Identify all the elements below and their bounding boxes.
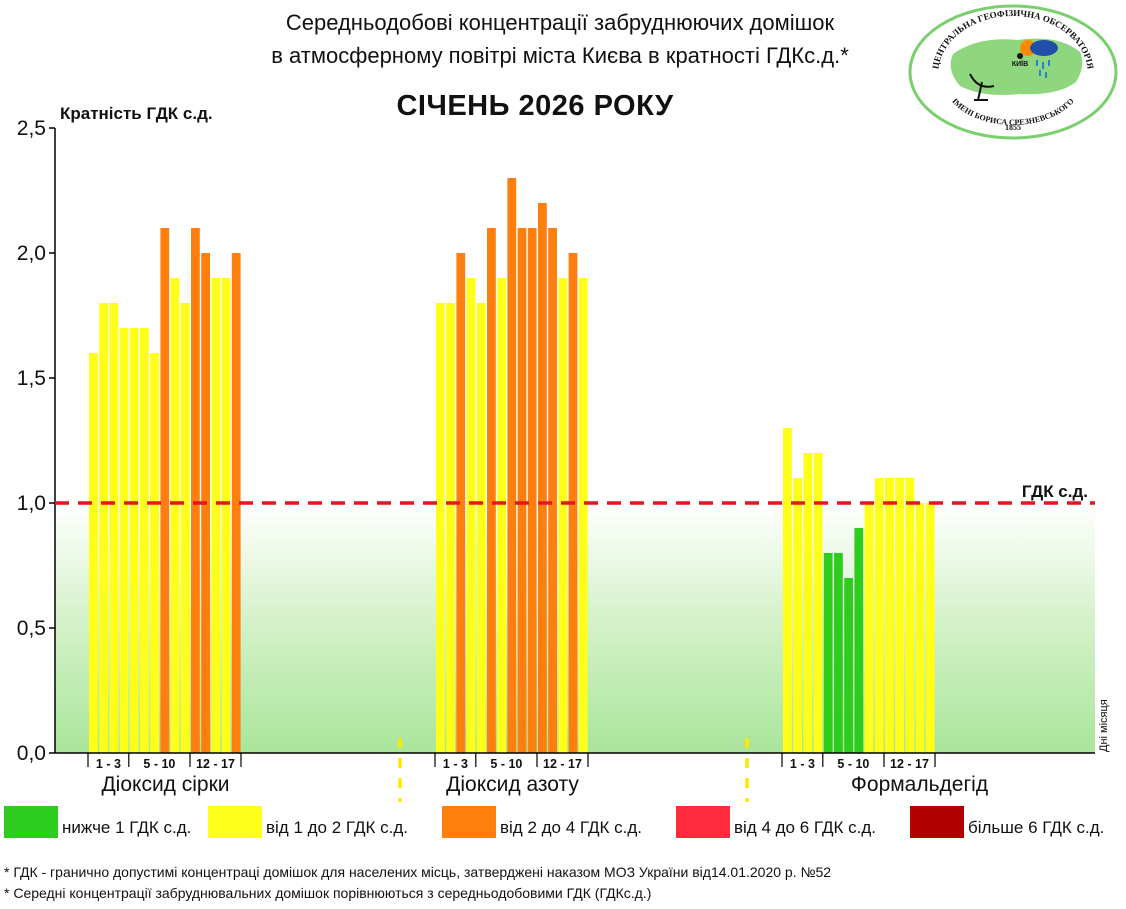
legend-label-green: нижче 1 ГДК с.д. (62, 818, 192, 837)
day-range-label: 12 - 17 (196, 757, 235, 771)
bar (548, 228, 557, 753)
bar (895, 478, 904, 753)
bar (129, 328, 139, 753)
y-tick-label: 1,5 (17, 367, 46, 390)
x-axis: 1 - 3 5 - 10 12 - 17 Діоксид сірки 1 - 3 5 - … (55, 699, 1110, 802)
bar (109, 303, 119, 753)
y-axis-label: Кратність ГДК с.д. (60, 104, 213, 123)
day-range-label: 5 - 10 (837, 757, 869, 771)
legend-swatch-darkred (910, 806, 964, 838)
day-range-label: 1 - 3 (790, 757, 815, 771)
bar (925, 503, 935, 753)
bar (834, 553, 843, 753)
bar (813, 453, 823, 753)
bar (456, 253, 466, 753)
y-tick-label: 0,0 (17, 742, 46, 765)
day-range-label: 1 - 3 (443, 757, 468, 771)
y-axis: 0,0 0,5 1,0 1,5 2,0 2,5 (17, 117, 56, 765)
cloud-icon (1030, 40, 1058, 56)
bar (170, 278, 180, 753)
threshold-label: ГДК с.д. (1022, 482, 1088, 501)
bar (844, 578, 853, 753)
day-range-label: 5 - 10 (490, 757, 522, 771)
bar (221, 278, 231, 753)
bar (793, 478, 802, 753)
bar (150, 353, 159, 753)
bar (864, 503, 874, 753)
title-line-2: в атмосферному повітрі міста Києва в кра… (271, 43, 849, 68)
bar (874, 478, 884, 753)
day-range-label: 12 - 17 (543, 757, 582, 771)
legend-swatch-green (4, 806, 58, 838)
bar (211, 278, 221, 753)
logo-year: 1855 (1005, 123, 1021, 132)
legend: нижче 1 ГДК с.д. від 1 до 2 ГДК с.д. від… (0, 806, 1126, 840)
bar (854, 528, 864, 753)
bar (527, 228, 537, 753)
series-label: Формальдегід (851, 773, 988, 796)
legend-label-orange: від 2 до 4 ГДК с.д. (500, 818, 642, 837)
bar (466, 278, 476, 753)
chart-subtitle: СІЧЕНЬ 2026 РОКУ (396, 90, 674, 122)
bar (99, 303, 108, 753)
bar (905, 478, 915, 753)
bar (803, 453, 813, 753)
legend-label-red: від 4 до 6 ГДК с.д. (734, 818, 876, 837)
observatory-logo: ЦЕНТРАЛЬНА ГЕОФІЗИЧНА ОБСЕРВАТОРІЯ ІМЕНІ… (908, 4, 1118, 140)
legend-swatch-orange (442, 806, 496, 838)
bar (446, 303, 455, 753)
bars-group (89, 178, 935, 753)
legend-swatch-red (676, 806, 730, 838)
bar (231, 253, 241, 753)
day-range-label: 1 - 3 (96, 757, 121, 771)
bar (517, 228, 527, 753)
bar (915, 503, 925, 753)
bar (191, 228, 200, 753)
rain-icon (1036, 60, 1050, 78)
legend-swatch-yellow (208, 806, 262, 838)
y-tick-label: 2,0 (17, 242, 46, 265)
bar (436, 303, 445, 753)
bar (578, 278, 588, 753)
y-tick-label: 2,5 (17, 117, 46, 140)
y-tick-label: 1,0 (17, 492, 46, 515)
threshold-group: ГДК с.д. (55, 482, 1095, 505)
antenna-dish-icon (969, 73, 995, 101)
logo-city: КИЇВ (1012, 60, 1028, 68)
x-axis-end-label: Дні місяця (1098, 699, 1110, 752)
bar (487, 228, 496, 753)
bar (507, 178, 517, 753)
bar (476, 303, 486, 753)
day-range-label: 5 - 10 (143, 757, 175, 771)
legend-label-yellow: від 1 до 2 ГДК с.д. (266, 818, 408, 837)
footnote-2: * Середні концентрації забруднювальних д… (4, 885, 652, 901)
bar (823, 553, 833, 753)
bar (119, 328, 129, 753)
bar (497, 278, 506, 753)
bar (538, 203, 547, 753)
bar (140, 328, 149, 753)
series-label: Діоксид сірки (101, 773, 229, 796)
day-range-label: 12 - 17 (890, 757, 929, 771)
y-tick-label: 0,5 (17, 617, 46, 640)
bar (180, 303, 190, 753)
legend-label-darkred: більше 6 ГДК с.д. (968, 818, 1105, 837)
bar (885, 478, 894, 753)
chart-title: Середньодобові концентрації забруднюючих… (200, 6, 920, 72)
bar (783, 428, 792, 753)
bar (160, 228, 170, 753)
bar (558, 278, 568, 753)
title-line-1: Середньодобові концентрації забруднюючих… (285, 10, 835, 35)
footnote-1: * ГДК - гранично допустимі концентраці д… (4, 864, 832, 880)
series-label: Діоксид азоту (446, 773, 579, 796)
bar (89, 353, 98, 753)
